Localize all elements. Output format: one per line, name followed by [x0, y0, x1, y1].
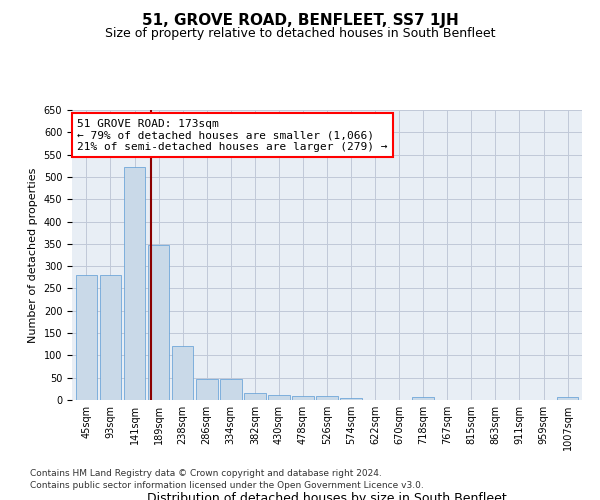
Text: Size of property relative to detached houses in South Benfleet: Size of property relative to detached ho…	[105, 28, 495, 40]
Bar	[220, 379, 242, 400]
Bar	[196, 379, 218, 400]
Bar	[148, 245, 169, 400]
Bar	[244, 393, 266, 400]
Text: 51 GROVE ROAD: 173sqm
← 79% of detached houses are smaller (1,066)
21% of semi-d: 51 GROVE ROAD: 173sqm ← 79% of detached …	[77, 118, 388, 152]
Bar	[268, 395, 290, 400]
Bar	[76, 274, 97, 400]
Bar	[292, 396, 314, 400]
Bar	[316, 396, 338, 400]
Bar	[557, 398, 578, 400]
Text: 51, GROVE ROAD, BENFLEET, SS7 1JH: 51, GROVE ROAD, BENFLEET, SS7 1JH	[142, 12, 458, 28]
X-axis label: Distribution of detached houses by size in South Benfleet: Distribution of detached houses by size …	[147, 492, 507, 500]
Bar	[412, 397, 434, 400]
Bar	[340, 398, 362, 400]
Bar	[124, 166, 145, 400]
Bar	[100, 274, 121, 400]
Y-axis label: Number of detached properties: Number of detached properties	[28, 168, 38, 342]
Text: Contains HM Land Registry data © Crown copyright and database right 2024.: Contains HM Land Registry data © Crown c…	[30, 468, 382, 477]
Text: Contains public sector information licensed under the Open Government Licence v3: Contains public sector information licen…	[30, 481, 424, 490]
Bar	[172, 346, 193, 400]
